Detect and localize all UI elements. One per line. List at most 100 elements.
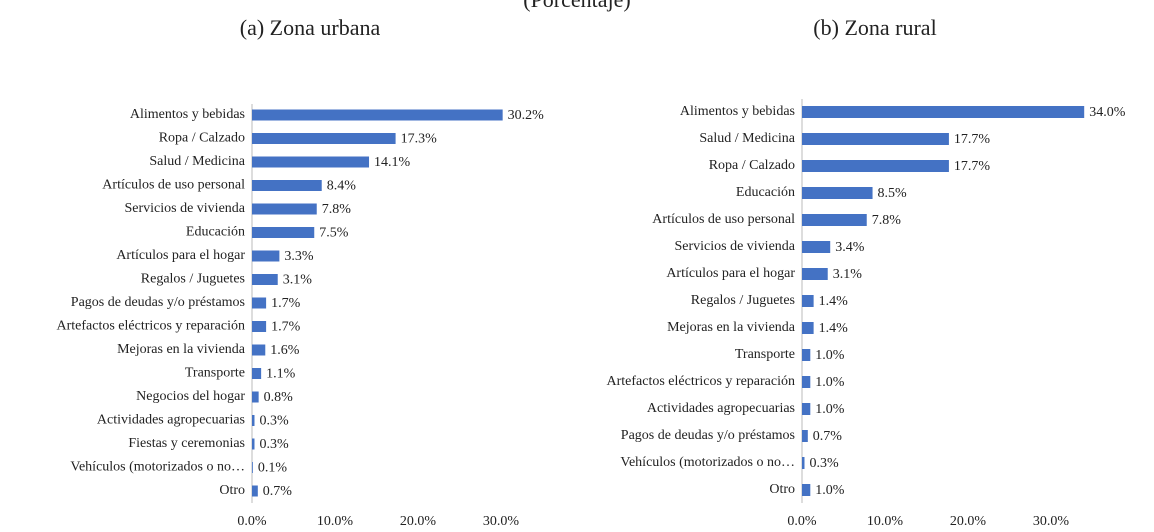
- data-label: 1.7%: [271, 296, 301, 311]
- bar: [252, 438, 255, 450]
- data-label: 14.1%: [374, 155, 411, 170]
- bar: [252, 109, 503, 121]
- data-label: 0.7%: [813, 429, 843, 444]
- x-tick-label: 30.0%: [483, 514, 520, 529]
- y-tick-label: Mejoras en la vivienda: [667, 320, 796, 335]
- y-tick-label: Artículos de uso personal: [102, 178, 245, 193]
- x-tick-label: 20.0%: [950, 514, 987, 529]
- y-tick-label: Ropa / Calzado: [159, 131, 245, 146]
- x-tick-label: 20.0%: [400, 514, 437, 529]
- y-tick-label: Salud / Medicina: [699, 131, 795, 146]
- bar: [252, 227, 315, 238]
- bar: [802, 457, 805, 469]
- data-label: 3.3%: [284, 249, 314, 264]
- data-label: 1.0%: [815, 348, 845, 363]
- data-label: 1.0%: [815, 483, 845, 498]
- data-label: 17.7%: [954, 132, 991, 147]
- bar: [252, 391, 259, 403]
- y-tick-label: Vehículos (motorizados o no…: [70, 460, 245, 475]
- x-tick-label: 0.0%: [237, 514, 267, 529]
- bar: [802, 349, 811, 361]
- data-label: 1.0%: [815, 402, 845, 417]
- y-tick-label: Pagos de deudas y/o préstamos: [71, 295, 245, 310]
- y-tick-label: Servicios de vivienda: [124, 201, 245, 216]
- page-title: (Porcentaje): [523, 0, 631, 12]
- y-tick-label: Mejoras en la vivienda: [117, 342, 246, 357]
- bar: [252, 297, 267, 309]
- data-label: 8.4%: [327, 179, 357, 194]
- bar: [252, 415, 255, 426]
- y-tick-label: Regalos / Juguetes: [691, 293, 795, 308]
- y-tick-label: Negocios del hogar: [136, 389, 245, 404]
- y-tick-label: Vehículos (motorizados o no…: [620, 455, 795, 470]
- bar: [252, 462, 253, 473]
- bar: [802, 295, 814, 307]
- y-tick-label: Salud / Medicina: [149, 154, 245, 169]
- data-label: 7.8%: [872, 213, 902, 228]
- bar: [252, 485, 258, 497]
- data-label: 1.1%: [266, 367, 296, 382]
- data-label: 0.1%: [258, 461, 288, 476]
- x-tick-label: 10.0%: [867, 514, 904, 529]
- bar: [252, 344, 266, 356]
- data-label: 3.1%: [833, 267, 863, 282]
- data-label: 3.4%: [835, 240, 865, 255]
- y-tick-label: Transporte: [735, 347, 795, 362]
- data-label: 7.8%: [322, 202, 352, 217]
- bar: [252, 133, 396, 144]
- y-tick-label: Actividades agropecuarias: [97, 413, 245, 428]
- y-tick-label: Pagos de deudas y/o préstamos: [621, 428, 795, 443]
- y-tick-label: Regalos / Juguetes: [141, 272, 245, 287]
- bar: [802, 160, 949, 172]
- y-tick-label: Fiestas y ceremonias: [128, 436, 245, 451]
- bar: [802, 403, 811, 415]
- bar: [802, 187, 873, 199]
- data-label: 34.0%: [1089, 105, 1126, 120]
- chart-title: (b) Zona rural: [813, 15, 936, 40]
- y-tick-label: Transporte: [185, 366, 245, 381]
- data-label: 7.5%: [319, 226, 349, 241]
- bar: [802, 214, 867, 226]
- y-tick-label: Servicios de vivienda: [674, 239, 795, 254]
- data-label: 1.0%: [815, 375, 845, 390]
- data-label: 1.6%: [270, 343, 300, 358]
- y-tick-label: Educación: [186, 225, 245, 240]
- data-label: 8.5%: [878, 186, 908, 201]
- bar: [252, 274, 278, 285]
- bar: [252, 180, 322, 191]
- data-label: 30.2%: [508, 108, 545, 123]
- data-label: 17.3%: [401, 132, 438, 147]
- data-label: 0.3%: [809, 456, 839, 471]
- data-label: 0.3%: [259, 437, 289, 452]
- y-tick-label: Alimentos y bebidas: [680, 104, 795, 119]
- bar: [802, 322, 814, 334]
- y-tick-label: Alimentos y bebidas: [130, 107, 245, 122]
- y-tick-label: Educación: [736, 185, 795, 200]
- data-label: 1.4%: [819, 321, 849, 336]
- y-tick-label: Artefactos eléctricos y reparación: [56, 319, 245, 334]
- bar: [252, 156, 370, 168]
- bar: [802, 484, 811, 496]
- y-tick-label: Artículos de uso personal: [652, 212, 795, 227]
- bar: [802, 268, 828, 280]
- y-tick-label: Otro: [219, 483, 245, 498]
- y-tick-label: Artículos para el hogar: [116, 248, 245, 263]
- y-tick-label: Otro: [769, 482, 795, 497]
- data-label: 0.3%: [259, 414, 289, 429]
- data-label: 0.7%: [263, 484, 293, 499]
- y-tick-label: Artefactos eléctricos y reparación: [606, 374, 795, 389]
- y-tick-label: Ropa / Calzado: [709, 158, 795, 173]
- bar: [252, 203, 317, 215]
- bar: [802, 133, 949, 145]
- data-label: 1.4%: [819, 294, 849, 309]
- bar: [802, 106, 1085, 118]
- data-label: 0.8%: [264, 390, 294, 405]
- bar: [802, 376, 811, 388]
- x-tick-label: 10.0%: [317, 514, 354, 529]
- data-label: 17.7%: [954, 159, 991, 174]
- bar: [802, 241, 831, 253]
- x-tick-label: 0.0%: [787, 514, 817, 529]
- data-label: 1.7%: [271, 320, 301, 335]
- bar: [252, 321, 267, 332]
